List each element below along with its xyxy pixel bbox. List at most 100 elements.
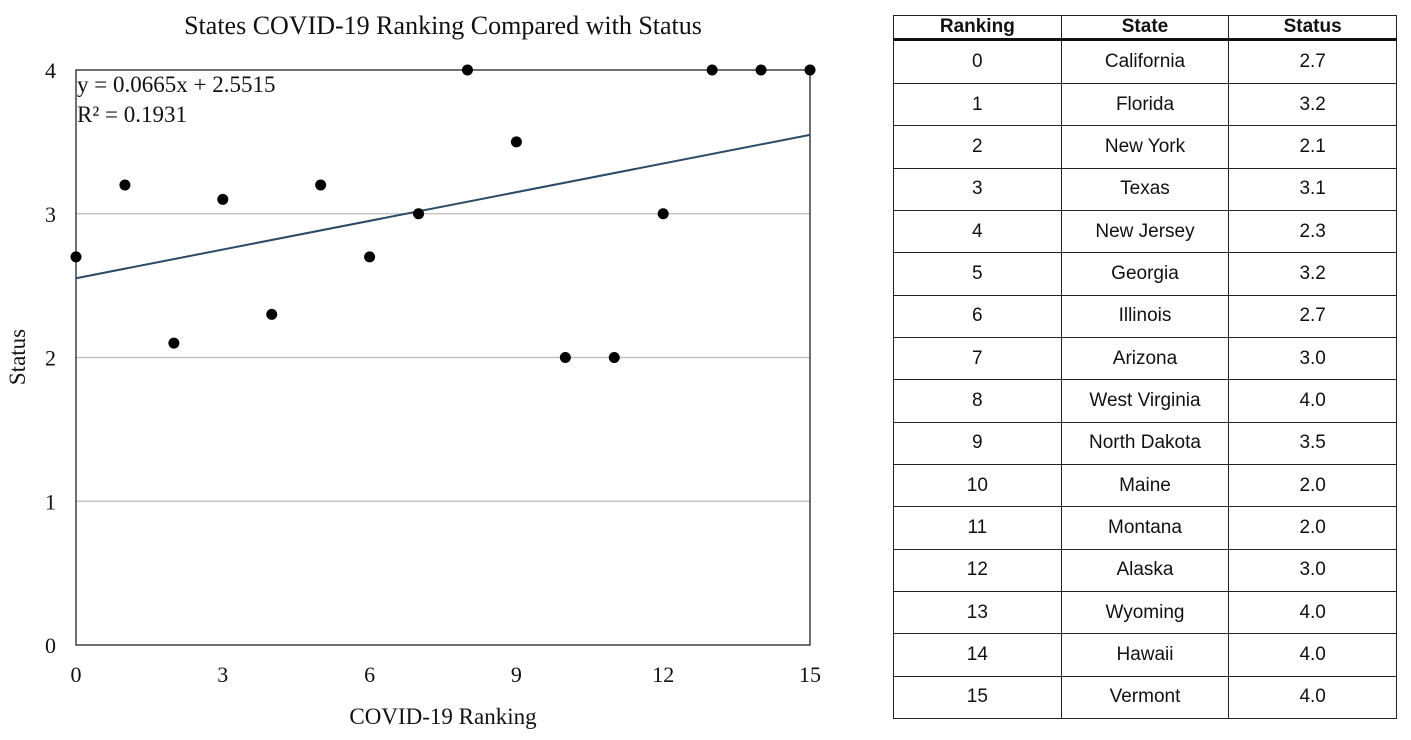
table-row: 2 New York 2.1 — [893, 125, 1397, 169]
table-row: 8 West Virginia 4.0 — [893, 379, 1397, 423]
cell-status: 2.7 — [1228, 38, 1397, 85]
y-tick-label: 3 — [45, 202, 56, 227]
table-row: 5 Georgia 3.2 — [893, 252, 1397, 296]
x-tick-label: 15 — [799, 662, 821, 687]
table-row: 1 Florida 3.2 — [893, 83, 1397, 127]
cell-state: Georgia — [1060, 252, 1230, 296]
cell-state: Florida — [1060, 83, 1230, 127]
table-row: 11 Montana 2.0 — [893, 506, 1397, 550]
table-row: 12 Alaska 3.0 — [893, 548, 1397, 592]
cell-ranking: 10 — [893, 463, 1062, 508]
trendline-layer — [75, 133, 811, 280]
cell-state: Alaska — [1060, 548, 1230, 592]
table-body: 0 California 2.7 1 Florida 3.2 2 New York 2.1 3 Te… — [893, 38, 1397, 720]
table-row: 10 Maine 2.0 — [893, 463, 1397, 508]
data-point — [706, 64, 718, 76]
cell-status: 3.2 — [1228, 83, 1397, 127]
data-point — [168, 337, 180, 349]
data-point — [266, 308, 278, 320]
table-row: 3 Texas 3.1 — [893, 167, 1397, 212]
cell-status: 2.1 — [1228, 125, 1397, 169]
y-tick-label: 4 — [45, 58, 56, 83]
data-point — [119, 179, 131, 191]
cell-ranking: 6 — [893, 294, 1062, 339]
x-tick-label: 9 — [511, 662, 522, 687]
cell-ranking: 14 — [893, 633, 1062, 677]
cell-ranking: 7 — [893, 337, 1062, 381]
y-axis-label: Status — [5, 329, 30, 385]
chart-title: States COVID-19 Ranking Compared with St… — [184, 11, 702, 40]
column-header-state: State — [1060, 15, 1230, 40]
cell-status: 2.7 — [1228, 294, 1397, 339]
cell-status: 2.3 — [1228, 210, 1397, 254]
cell-ranking: 8 — [893, 379, 1062, 423]
cell-status: 3.0 — [1228, 337, 1397, 381]
data-point — [413, 208, 425, 220]
cell-ranking: 4 — [893, 210, 1062, 254]
table-row: 15 Vermont 4.0 — [893, 675, 1397, 720]
cell-ranking: 2 — [893, 125, 1062, 169]
cell-ranking: 1 — [893, 83, 1062, 127]
cell-state: Maine — [1060, 463, 1230, 508]
cell-ranking: 9 — [893, 421, 1062, 465]
cell-state: Wyoming — [1060, 590, 1230, 635]
x-tick-label: 0 — [71, 662, 82, 687]
cell-ranking: 15 — [893, 675, 1062, 720]
cell-ranking: 5 — [893, 252, 1062, 296]
x-tick-labels: 0 3 6 9 12 15 — [71, 662, 822, 687]
y-tick-label: 2 — [45, 346, 56, 371]
cell-state: Arizona — [1060, 337, 1230, 381]
cell-ranking: 3 — [893, 167, 1062, 212]
cell-status: 3.2 — [1228, 252, 1397, 296]
data-point — [804, 64, 816, 76]
table-row: 7 Arizona 3.0 — [893, 337, 1397, 381]
data-point — [217, 193, 229, 205]
ranking-table: Ranking State Status 0 California 2.7 1 Flor… — [893, 15, 1397, 720]
cell-state: Montana — [1060, 506, 1230, 550]
cell-status: 3.5 — [1228, 421, 1397, 465]
cell-state: California — [1060, 38, 1230, 85]
cell-state: Texas — [1060, 167, 1230, 212]
y-tick-labels: 0 1 2 3 4 — [45, 58, 56, 658]
cell-state: Vermont — [1060, 675, 1230, 720]
cell-status: 4.0 — [1228, 675, 1397, 720]
cell-status: 4.0 — [1228, 590, 1397, 635]
cell-status: 4.0 — [1228, 379, 1397, 423]
table-row: 14 Hawaii 4.0 — [893, 633, 1397, 677]
data-point — [608, 352, 620, 363]
data-point — [559, 352, 571, 363]
table-header-row: Ranking State Status — [893, 15, 1397, 40]
trendline-equation: y = 0.0665x + 2.5515 — [77, 72, 275, 97]
y-tick-label: 1 — [45, 489, 56, 514]
x-tick-label: 6 — [364, 662, 375, 687]
scatter-chart: States COVID-19 Ranking Compared with St… — [5, 11, 822, 729]
data-point — [70, 251, 82, 263]
cell-state: New York — [1060, 125, 1230, 169]
cell-state: New Jersey — [1060, 210, 1230, 254]
table-row: 4 New Jersey 2.3 — [893, 210, 1397, 254]
data-point — [755, 64, 767, 76]
gridlines — [76, 213, 810, 502]
cell-status: 2.0 — [1228, 463, 1397, 508]
y-tick-label: 0 — [45, 633, 56, 658]
table-row: 6 Illinois 2.7 — [893, 294, 1397, 339]
cell-status: 3.0 — [1228, 548, 1397, 592]
cell-ranking: 0 — [893, 38, 1062, 85]
cell-status: 4.0 — [1228, 633, 1397, 677]
cell-state: West Virginia — [1060, 379, 1230, 423]
x-axis-label: COVID-19 Ranking — [349, 704, 537, 729]
trendline — [75, 133, 811, 280]
cell-ranking: 13 — [893, 590, 1062, 635]
cell-state: Illinois — [1060, 294, 1230, 339]
cell-state: North Dakota — [1060, 421, 1230, 465]
data-point — [510, 136, 522, 148]
cell-ranking: 11 — [893, 506, 1062, 550]
data-point — [364, 251, 376, 263]
cell-state: Hawaii — [1060, 633, 1230, 677]
x-tick-label: 3 — [217, 662, 228, 687]
data-point — [315, 179, 327, 191]
plot-frame — [75, 69, 811, 646]
r-squared-label: R² = 0.1931 — [77, 102, 187, 127]
data-point — [461, 64, 473, 76]
data-points — [70, 64, 816, 363]
